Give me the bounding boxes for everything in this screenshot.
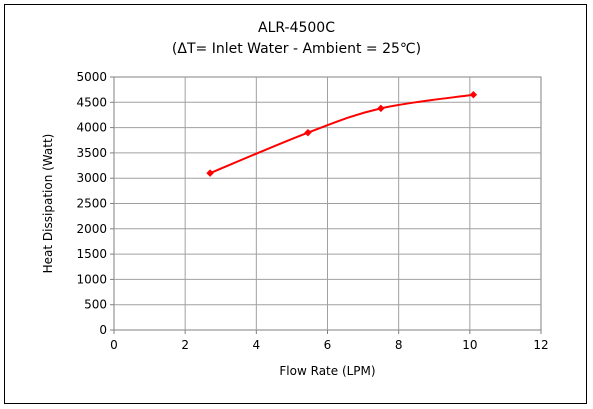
series-line (209, 93, 474, 175)
y-tick-label: 3000 (76, 171, 107, 185)
gridlines (114, 77, 541, 330)
y-axis-ticks: 0 500 1000 1500 2000 2500 3000 3500 4000 4500 5000 (76, 70, 114, 337)
y-tick-label: 3500 (76, 146, 107, 160)
data-point (206, 169, 214, 177)
y-tick-label: 2000 (76, 222, 107, 236)
data-point (469, 91, 478, 99)
x-tick-label: 12 (533, 338, 548, 352)
y-tick-label: 5000 (76, 70, 107, 84)
x-tick-label: 8 (395, 338, 403, 352)
series-layer (206, 91, 478, 177)
chart-subtitle: (ΔT= Inlet Water - Ambient = 25℃) (171, 41, 422, 57)
y-tick-label: 2500 (76, 197, 107, 211)
y-tick-label: 0 (99, 323, 107, 337)
x-axis-label: Flow Rate (LPM) (279, 364, 375, 378)
y-axis-label: Heat Dissipation (Watt) (41, 134, 55, 274)
y-tick-label: 500 (84, 298, 107, 312)
data-point (377, 104, 385, 113)
y-tick-label: 4000 (76, 121, 107, 135)
chart-title: ALR-4500C (258, 20, 335, 36)
y-tick-label: 1000 (76, 272, 107, 286)
x-tick-label: 2 (181, 338, 189, 352)
x-tick-label: 10 (462, 338, 477, 352)
y-tick-label: 1500 (76, 247, 107, 261)
y-tick-label: 4500 (76, 95, 107, 109)
data-point (304, 128, 312, 137)
x-tick-label: 6 (324, 338, 332, 352)
x-tick-label: 0 (110, 338, 118, 352)
x-tick-label: 4 (253, 338, 261, 352)
x-axis-ticks: 0 2 4 6 8 10 12 (110, 330, 549, 352)
